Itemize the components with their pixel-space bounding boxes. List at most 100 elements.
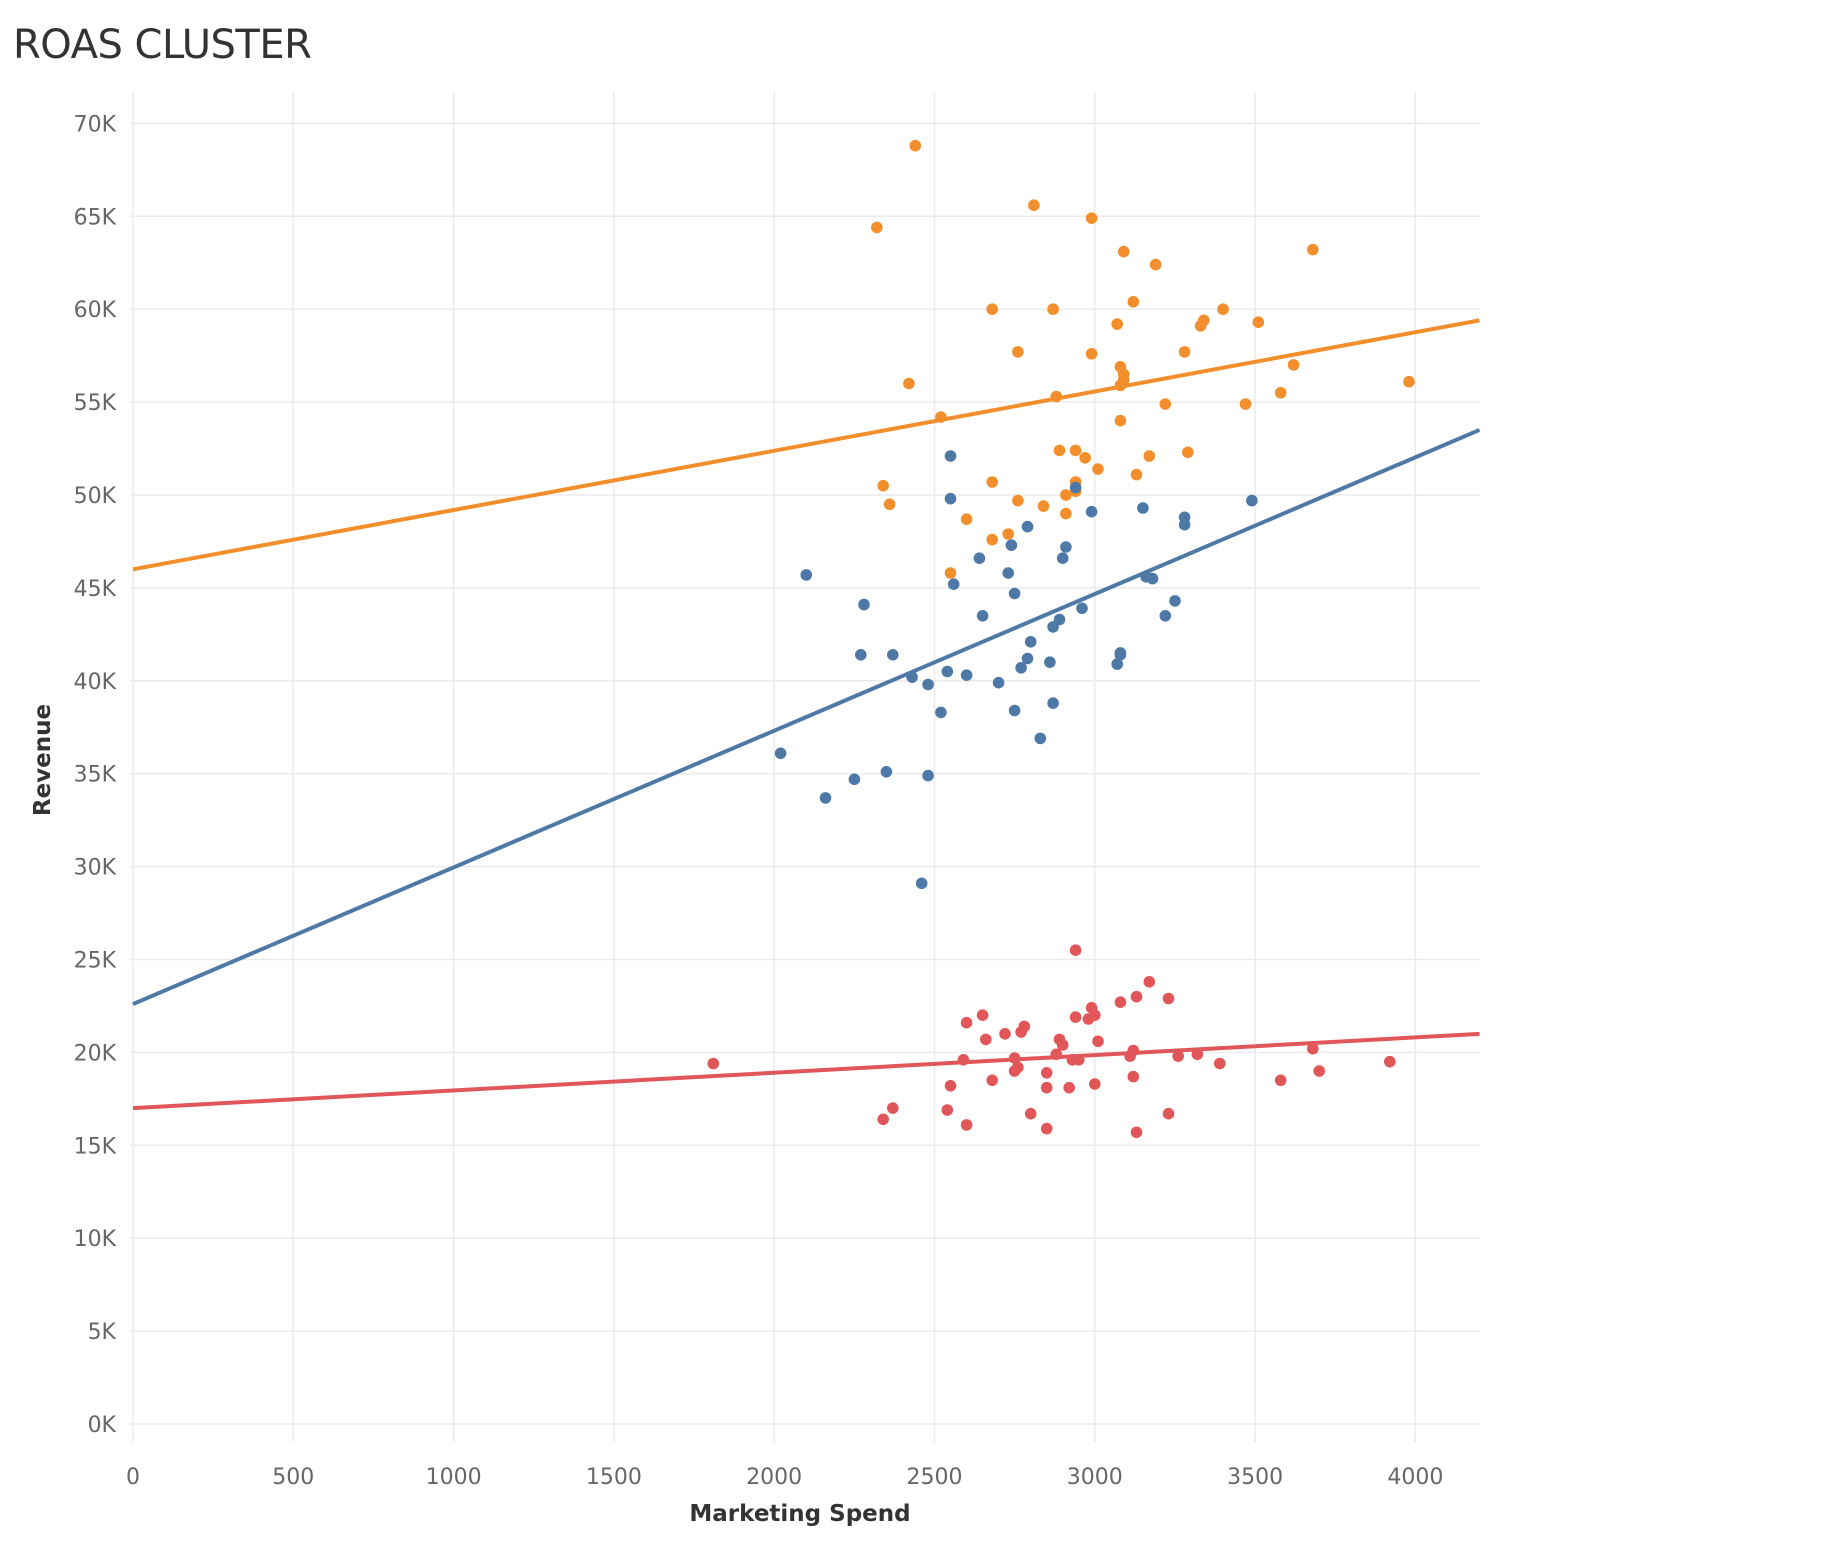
data-point [1015, 662, 1027, 674]
data-point [1085, 505, 1098, 518]
trend-line [132, 318, 1480, 572]
data-point [1040, 1122, 1053, 1135]
data-point [1015, 1026, 1027, 1038]
data-point [1149, 258, 1162, 271]
data-point [1028, 199, 1040, 211]
data-point [877, 1113, 889, 1126]
data-point [1143, 976, 1156, 988]
data-point [1040, 1081, 1053, 1094]
data-point [1130, 468, 1143, 481]
x-axis-ticks: 0 500 1000 1500 2000 2500 3000 3500 4000 [126, 1465, 1443, 1490]
y-tick-label: 40K [74, 670, 117, 695]
y-tick-label: 30K [74, 856, 117, 881]
data-point [1287, 359, 1300, 371]
data-point [1044, 656, 1056, 668]
data-point [1214, 1057, 1226, 1070]
x-tick-label: 2000 [746, 1465, 802, 1490]
data-point [1127, 296, 1140, 308]
data-point [1111, 658, 1123, 670]
data-point [986, 533, 998, 546]
trend-lines [132, 318, 1481, 1111]
data-point [1143, 450, 1156, 462]
data-point [1056, 552, 1069, 564]
data-point [1079, 452, 1091, 464]
data-point [1127, 1070, 1140, 1083]
data-point [1307, 243, 1319, 256]
data-point [1384, 1055, 1396, 1068]
y-axis-ticks: 0K 5K 10K 15K 20K 25K 30K 35K 40K 45K 50K 55K 60K 65K… [74, 112, 117, 1438]
data-point [1008, 587, 1021, 600]
data-point [960, 513, 973, 525]
data-point [877, 479, 889, 492]
data-point [1172, 1050, 1184, 1062]
data-point [1069, 481, 1082, 494]
data-point [960, 669, 973, 681]
data-point [944, 1080, 957, 1092]
data-point [935, 706, 947, 719]
data-point [1403, 375, 1415, 388]
data-point [1060, 507, 1072, 520]
data-point [1047, 303, 1059, 316]
y-tick-label: 50K [74, 484, 117, 509]
x-tick-label: 3000 [1067, 1465, 1123, 1490]
trend-line [132, 428, 1481, 1006]
data-point [1146, 572, 1159, 585]
data-point [944, 450, 957, 462]
data-point [941, 1104, 954, 1116]
data-point [1092, 463, 1104, 475]
data-point [1012, 494, 1024, 507]
data-point [960, 1016, 973, 1029]
data-point [922, 678, 934, 691]
data-point [1313, 1065, 1325, 1077]
data-point [973, 552, 986, 564]
data-point [800, 569, 813, 581]
y-tick-label: 15K [74, 1134, 117, 1159]
data-point [819, 792, 832, 804]
data-point [1008, 704, 1021, 717]
data-point [1114, 414, 1127, 427]
data-point [1021, 520, 1034, 533]
trend-line [132, 1031, 1480, 1111]
data-point [774, 747, 787, 760]
data-point [1162, 992, 1175, 1005]
y-axis-label: Revenue [30, 704, 56, 816]
data-point [941, 665, 954, 678]
data-point [1130, 990, 1143, 1003]
data-point [976, 1009, 989, 1021]
y-tick-label: 0K [88, 1413, 117, 1438]
y-tick-label: 25K [74, 949, 117, 974]
y-tick-label: 5K [88, 1320, 117, 1345]
data-point [1178, 346, 1191, 358]
y-tick-label: 65K [74, 205, 117, 230]
data-point [883, 498, 896, 511]
data-point [1012, 346, 1024, 358]
x-tick-label: 0 [126, 1465, 140, 1490]
data-point [1002, 528, 1014, 540]
y-tick-label: 45K [74, 577, 117, 602]
data-point [1159, 610, 1172, 622]
data-point [1111, 318, 1123, 330]
data-point [999, 1028, 1011, 1040]
data-point [1008, 1065, 1021, 1077]
data-point [1159, 398, 1172, 410]
data-point [1053, 444, 1066, 457]
data-point [960, 1119, 973, 1131]
data-point [1024, 1107, 1037, 1120]
data-points [707, 139, 1415, 1139]
data-point [1274, 387, 1287, 399]
data-point [1056, 1039, 1069, 1051]
data-point [1182, 446, 1194, 459]
x-tick-label: 1500 [586, 1465, 642, 1490]
data-point [944, 492, 957, 505]
data-point [992, 676, 1005, 689]
x-tick-label: 500 [272, 1465, 314, 1490]
data-point [1069, 944, 1082, 956]
data-point [871, 221, 883, 234]
data-point [1060, 489, 1072, 501]
data-point [986, 303, 998, 316]
data-point [976, 610, 989, 622]
data-point [903, 377, 915, 390]
data-point [980, 1033, 992, 1046]
data-point [1246, 494, 1258, 507]
